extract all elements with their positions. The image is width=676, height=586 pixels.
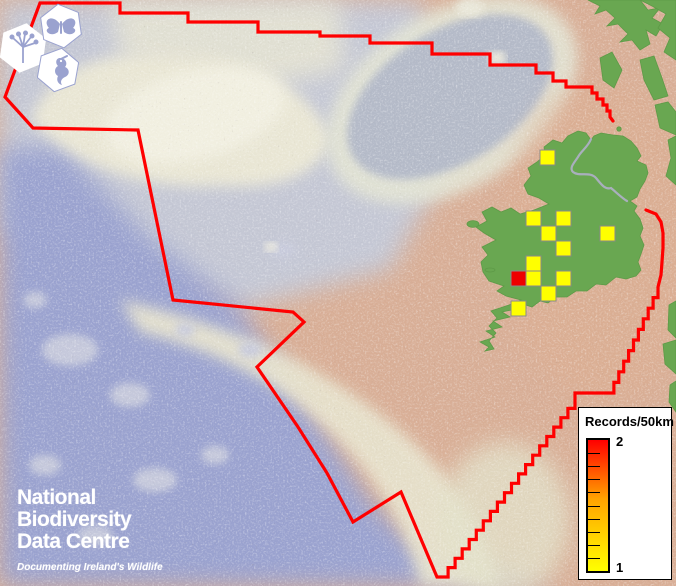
grid-square[interactable] <box>510 300 527 317</box>
seed-head-icon <box>9 30 39 63</box>
grid-square[interactable] <box>525 210 542 227</box>
scotland-corner <box>639 0 676 61</box>
legend-tick <box>588 531 600 533</box>
nbdc-logo-text: National Biodiversity Data Centre Docume… <box>17 487 163 579</box>
legend-tick <box>588 505 600 507</box>
achill-island <box>466 220 480 228</box>
grid-square[interactable] <box>510 270 527 287</box>
rathlin-island <box>616 126 622 132</box>
grid-square[interactable] <box>540 225 557 242</box>
legend-tick <box>588 479 600 481</box>
legend-min-label: 1 <box>616 560 624 575</box>
logo-tagline: Documenting Ireland's Wildlife <box>17 562 163 573</box>
grid-square[interactable] <box>540 285 557 302</box>
legend-title: Records/50km <box>585 414 674 429</box>
ni-border-line <box>570 137 629 203</box>
wales-coast-3 <box>668 380 676 413</box>
wales-coast-1 <box>667 300 676 339</box>
logo-line-3: Data Centre <box>17 530 130 553</box>
legend-tick <box>588 466 600 468</box>
legend-tick <box>588 557 600 559</box>
seahorse-icon <box>55 55 69 85</box>
hebrides-island-1 <box>599 51 623 89</box>
legend-tick <box>588 544 600 546</box>
legend-gradient-bar <box>586 438 610 573</box>
nbdc-logo-mark <box>0 3 82 93</box>
record-squares-layer <box>510 149 616 317</box>
grid-square[interactable] <box>555 240 572 257</box>
designated-area-boundary-line <box>3 1 665 579</box>
legend-tick <box>588 518 600 520</box>
kintyre-strip <box>665 135 676 186</box>
legend-tick <box>588 492 600 494</box>
grid-square[interactable] <box>525 270 542 287</box>
aran-islands <box>484 267 496 273</box>
seahorse-hexagon <box>36 47 80 93</box>
butterfly-icon <box>46 18 76 35</box>
islay-island <box>654 101 676 136</box>
grid-square[interactable] <box>599 225 616 242</box>
legend-max-label: 2 <box>616 434 624 449</box>
wales-coast-2 <box>662 339 676 375</box>
grid-square[interactable] <box>555 270 572 287</box>
seed-head-hexagon <box>0 23 47 73</box>
logo-line-1: National <box>17 486 96 509</box>
map-legend: Records/50km 2 1 <box>578 407 674 580</box>
grid-square[interactable] <box>539 149 556 166</box>
legend-tick <box>588 453 600 455</box>
logo-line-2: Biodiversity <box>17 508 132 531</box>
grid-square[interactable] <box>555 210 572 227</box>
grid-square[interactable] <box>525 255 542 272</box>
butterfly-hexagon <box>40 3 82 49</box>
hebrides-island-2 <box>639 55 669 101</box>
